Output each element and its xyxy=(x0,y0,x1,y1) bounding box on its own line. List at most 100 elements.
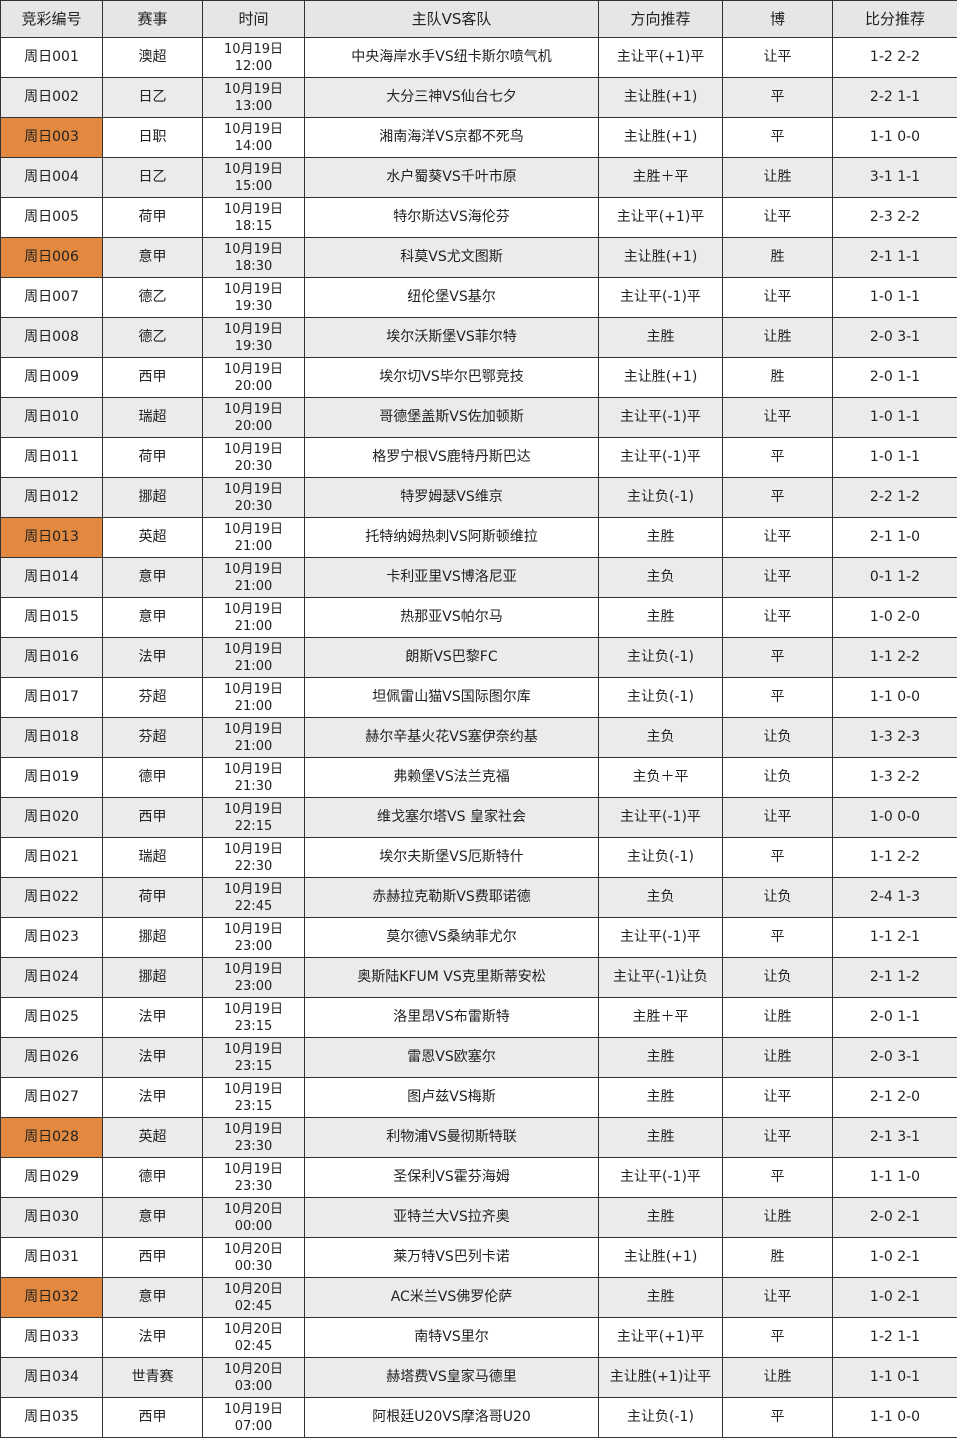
kickoff-clock: 23:00 xyxy=(203,938,304,955)
league: 法甲 xyxy=(103,638,203,678)
direction-pick: 主负 xyxy=(599,878,723,918)
direction-pick: 主让平(+1)平 xyxy=(599,1318,723,1358)
match-id: 周日029 xyxy=(1,1158,103,1198)
match-teams: 格罗宁根VS鹿特丹斯巴达 xyxy=(305,438,599,478)
kickoff-clock: 19:30 xyxy=(203,338,304,355)
kickoff-clock: 15:00 xyxy=(203,178,304,195)
bo-pick: 让胜 xyxy=(723,1198,833,1238)
league: 日乙 xyxy=(103,158,203,198)
bo-pick: 胜 xyxy=(723,1238,833,1278)
kickoff-clock: 23:15 xyxy=(203,1098,304,1115)
score-pick: 2-4 1-3 xyxy=(833,878,957,918)
header-score: 比分推荐 xyxy=(833,1,957,38)
kickoff-date: 10月19日 xyxy=(203,1401,304,1418)
kickoff-clock: 21:00 xyxy=(203,658,304,675)
direction-pick: 主让负(-1) xyxy=(599,678,723,718)
league: 瑞超 xyxy=(103,398,203,438)
match-id: 周日023 xyxy=(1,918,103,958)
match-id: 周日011 xyxy=(1,438,103,478)
match-teams: 中央海岸水手VS纽卡斯尔喷气机 xyxy=(305,38,599,78)
header-direction: 方向推荐 xyxy=(599,1,723,38)
bo-pick: 让胜 xyxy=(723,1358,833,1398)
kickoff-clock: 07:00 xyxy=(203,1418,304,1435)
bo-pick: 让平 xyxy=(723,1078,833,1118)
direction-pick: 主让平(-1)平 xyxy=(599,278,723,318)
kickoff-date: 10月19日 xyxy=(203,201,304,218)
kickoff-clock: 13:00 xyxy=(203,98,304,115)
score-pick: 2-0 3-1 xyxy=(833,1038,957,1078)
league: 世青赛 xyxy=(103,1358,203,1398)
kickoff-clock: 20:00 xyxy=(203,378,304,395)
score-pick: 1-0 1-1 xyxy=(833,398,957,438)
match-teams: 莫尔德VS桑纳菲尤尔 xyxy=(305,918,599,958)
league: 德乙 xyxy=(103,278,203,318)
match-teams: 莱万特VS巴列卡诺 xyxy=(305,1238,599,1278)
kickoff-date: 10月19日 xyxy=(203,441,304,458)
bo-pick: 让平 xyxy=(723,1118,833,1158)
score-pick: 2-0 3-1 xyxy=(833,318,957,358)
direction-pick: 主让平(-1)让负 xyxy=(599,958,723,998)
league: 西甲 xyxy=(103,1238,203,1278)
direction-pick: 主胜 xyxy=(599,1278,723,1318)
kickoff-clock: 22:15 xyxy=(203,818,304,835)
score-pick: 1-1 2-1 xyxy=(833,918,957,958)
direction-pick: 主胜 xyxy=(599,518,723,558)
kickoff-clock: 02:45 xyxy=(203,1298,304,1315)
kickoff-date: 10月20日 xyxy=(203,1201,304,1218)
score-pick: 1-2 1-1 xyxy=(833,1318,957,1358)
league: 荷甲 xyxy=(103,438,203,478)
direction-pick: 主负 xyxy=(599,558,723,598)
match-teams: 维戈塞尔塔VS 皇家社会 xyxy=(305,798,599,838)
match-teams: 雷恩VS欧塞尔 xyxy=(305,1038,599,1078)
score-pick: 1-1 0-0 xyxy=(833,678,957,718)
league: 挪超 xyxy=(103,958,203,998)
match-id: 周日034 xyxy=(1,1358,103,1398)
kickoff-date: 10月19日 xyxy=(203,361,304,378)
match-teams: 湘南海洋VS京都不死鸟 xyxy=(305,118,599,158)
kickoff-date: 10月20日 xyxy=(203,1281,304,1298)
bo-pick: 让平 xyxy=(723,798,833,838)
direction-pick: 主负＋平 xyxy=(599,758,723,798)
bo-pick: 让负 xyxy=(723,718,833,758)
match-id: 周日003 xyxy=(1,118,103,158)
league: 法甲 xyxy=(103,1038,203,1078)
kickoff-date: 10月20日 xyxy=(203,1321,304,1338)
bo-pick: 让平 xyxy=(723,558,833,598)
match-id: 周日028 xyxy=(1,1118,103,1158)
match-teams: 奥斯陆KFUM VS克里斯蒂安松 xyxy=(305,958,599,998)
kickoff-clock: 18:15 xyxy=(203,218,304,235)
match-teams: 图卢兹VS梅斯 xyxy=(305,1078,599,1118)
score-pick: 1-1 1-0 xyxy=(833,1158,957,1198)
league: 德乙 xyxy=(103,318,203,358)
match-teams: 埃尔切VS毕尔巴鄂竞技 xyxy=(305,358,599,398)
bo-pick: 让负 xyxy=(723,958,833,998)
kickoff-date: 10月19日 xyxy=(203,41,304,58)
header-time: 时间 xyxy=(203,1,305,38)
match-teams: 托特纳姆热刺VS阿斯顿维拉 xyxy=(305,518,599,558)
bo-pick: 平 xyxy=(723,78,833,118)
bo-pick: 让平 xyxy=(723,398,833,438)
score-pick: 1-2 2-2 xyxy=(833,38,957,78)
kickoff-clock: 23:15 xyxy=(203,1018,304,1035)
match-teams: 赫塔费VS皇家马德里 xyxy=(305,1358,599,1398)
match-teams: 埃尔沃斯堡VS菲尔特 xyxy=(305,318,599,358)
match-id: 周日007 xyxy=(1,278,103,318)
header-bo: 博 xyxy=(723,1,833,38)
match-id: 周日012 xyxy=(1,478,103,518)
direction-pick: 主让胜(+1) xyxy=(599,78,723,118)
bo-pick: 平 xyxy=(723,838,833,878)
direction-pick: 主胜 xyxy=(599,1038,723,1078)
league: 日职 xyxy=(103,118,203,158)
